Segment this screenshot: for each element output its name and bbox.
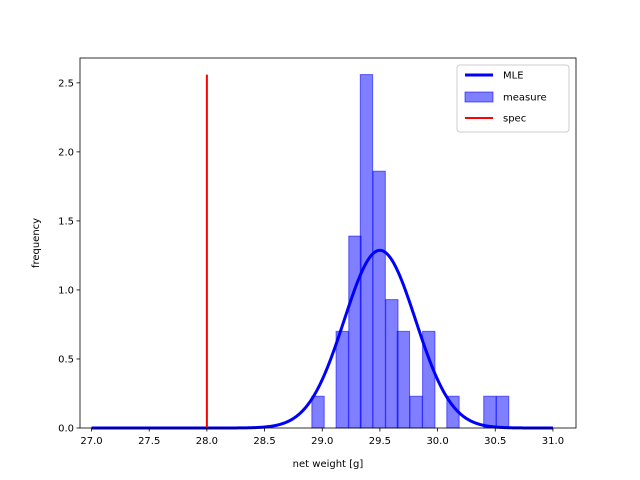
legend-label-spec: spec (503, 114, 526, 125)
histogram-bar-1 (335, 330, 349, 429)
legend-box (456, 64, 570, 133)
histogram-bar-11 (495, 395, 510, 429)
y-tick-label-4: 2.0 (58, 147, 74, 158)
plot-area (91, 74, 554, 430)
x-tick-label-8: 31.0 (542, 436, 564, 447)
x-axis-label: net weight [g] (293, 459, 364, 470)
histogram-bar-2 (348, 235, 362, 429)
histogram-bar-5 (385, 299, 399, 429)
legend-swatch-measure (464, 91, 494, 103)
y-axis-label: frequency (31, 218, 42, 268)
x-tick-label-2: 28.0 (196, 436, 218, 447)
histogram-bar-10 (483, 395, 497, 429)
y-tick-label-0: 0.0 (58, 424, 74, 435)
y-tick-label-5: 2.5 (58, 78, 74, 89)
x-tick-label-3: 28.5 (253, 436, 275, 447)
y-tick-label-1: 0.5 (58, 354, 74, 365)
histogram-bar-4 (372, 170, 386, 429)
histogram-bar-0 (311, 395, 325, 429)
histogram-bar-7 (409, 395, 423, 429)
histogram-bar-6 (396, 330, 411, 429)
legend: MLE measure spec (456, 64, 570, 133)
legend-label-measure: measure (503, 93, 547, 104)
axes: 27.0 27.5 28.0 28.5 29.0 29.5 30.0 30.5 31.0 0.0 0… (58, 57, 577, 447)
legend-label-mle: MLE (503, 71, 524, 82)
y-tick-label-2: 1.0 (58, 285, 74, 296)
histogram-bar-3 (359, 74, 374, 429)
y-tick-label-3: 1.5 (58, 216, 74, 227)
axes-frame (79, 57, 577, 429)
x-tick-label-1: 27.5 (138, 436, 160, 447)
x-tick-label-0: 27.0 (80, 436, 102, 447)
x-tick-label-5: 29.5 (369, 436, 391, 447)
x-tick-label-4: 29.0 (311, 436, 333, 447)
x-tick-label-6: 30.0 (426, 436, 448, 447)
x-tick-label-7: 30.5 (484, 436, 506, 447)
